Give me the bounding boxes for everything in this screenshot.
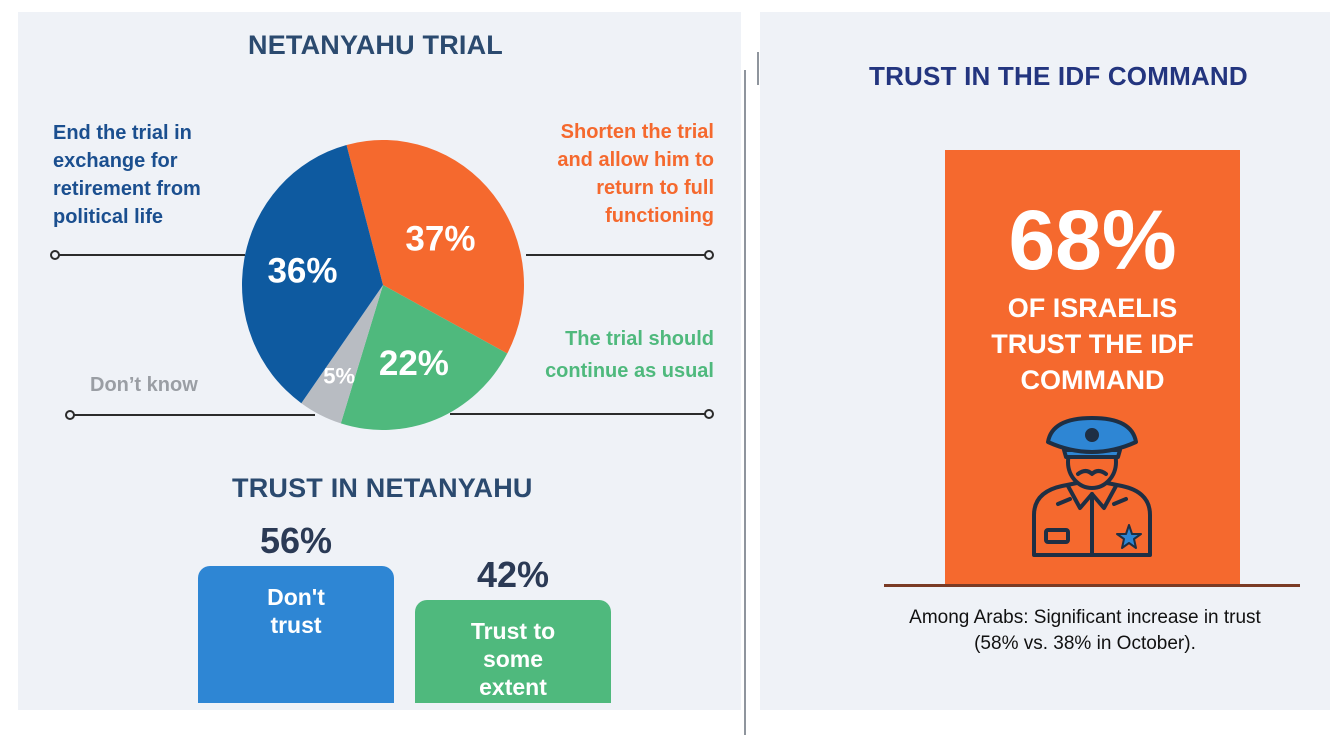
leader-dont-know (70, 414, 315, 416)
panel-divider-top (757, 52, 759, 85)
trust-netanyahu-title: TRUST IN NETANYAHU (232, 473, 533, 503)
trust-bar-value: 56% (259, 520, 333, 561)
trust-bar: Trust to some extent (415, 600, 611, 703)
card-baseline (884, 584, 1300, 587)
pie-slice (301, 285, 383, 424)
idf-card-text: OF ISRAELIS TRUST THE IDF COMMAND (991, 293, 1194, 395)
leader-shorten-trial-dot (704, 250, 714, 260)
trial-pie-chart: 37% 22% 5% 36% (242, 140, 524, 430)
leader-continue-trial-dot (704, 409, 714, 419)
pie-slice-label: 22% (379, 344, 449, 383)
military-officer-icon (1032, 416, 1152, 557)
legend-shorten-trial: Shorten the trial and allow him to retur… (557, 121, 714, 227)
pie-slice-label: 36% (267, 251, 337, 290)
leader-end-trial-dot (50, 250, 60, 260)
trial-title: NETANYAHU TRIAL (248, 30, 504, 60)
leader-dont-know-dot (65, 410, 75, 420)
pie-slice-label: 37% (405, 219, 475, 258)
idf-big-value: 68% (1008, 193, 1177, 287)
panel-divider (744, 70, 746, 735)
leader-continue-trial (450, 413, 708, 415)
idf-trust-card: 68% OF ISRAELIS TRUST THE IDF COMMAND (945, 150, 1240, 585)
pie-slice (242, 144, 383, 404)
trust-bar: Don't trust (198, 566, 394, 703)
arab-trust-note: Among Arabs: Significant increase in tru… (909, 607, 1261, 654)
trust-bar-value: 42% (476, 554, 550, 595)
legend-continue-trial: The trial should continue as usual (545, 328, 714, 382)
leader-end-trial (55, 254, 245, 256)
pie-slice (346, 140, 524, 354)
leader-shorten-trial (526, 254, 708, 256)
idf-title: TRUST IN THE IDF COMMAND (869, 61, 1248, 91)
legend-end-trial: End the trial in exchange for retirement… (53, 122, 201, 228)
legend-dont-know: Don’t know (90, 374, 198, 396)
pie-slice-label: 5% (323, 364, 355, 389)
pie-slice (340, 285, 508, 430)
